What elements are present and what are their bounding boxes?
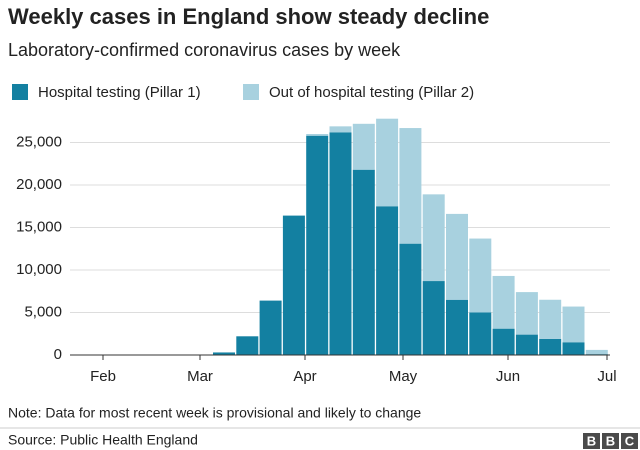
logo-box [602,433,619,449]
y-tick-label: 0 [54,346,62,363]
bar-segment [515,292,538,335]
chart-title: Weekly cases in England show steady decl… [8,4,489,29]
legend-label: Hospital testing (Pillar 1) [38,84,201,101]
bar-segment [399,243,422,355]
chart-subtitle: Laboratory-confirmed coronavirus cases b… [8,40,401,60]
bar-segment [539,338,562,355]
bar-segment [446,213,468,300]
bar-segment [422,281,445,355]
logo-letter: C [625,433,635,448]
bar-segment [236,336,259,355]
bar-segment [306,134,329,136]
bar-segment [399,128,422,244]
bar-segment [352,169,375,355]
bar-segment [562,342,585,355]
y-tick-label: 20,000 [16,176,62,193]
bar-segment [515,334,538,355]
logo-box [621,433,638,449]
legend-label: Out of hospital testing (Pillar 2) [269,84,474,101]
bar-segment [259,300,282,355]
note: Note: Data for most recent week is provi… [8,405,421,421]
logo-letter: B [587,433,596,448]
bar-segment [585,349,608,355]
bar-segment [492,328,515,355]
bar-segment [282,215,305,355]
x-tick-label: Jun [496,368,520,385]
bar-segment [469,312,492,355]
x-tick-label: May [389,368,418,385]
bar-segment [352,123,375,170]
x-tick-label: Jul [597,368,616,385]
bar-segment [492,275,515,329]
bar-segment [469,238,492,313]
x-tick-label: Mar [187,368,213,385]
bar-segment [422,194,445,282]
bar-segment [376,206,399,355]
bar-segment [213,352,235,355]
y-tick-label: 15,000 [16,218,62,235]
bar-segment [306,135,329,355]
y-tick-label: 25,000 [16,133,62,150]
y-tick-label: 5,000 [24,303,62,320]
bar-segment [376,118,399,207]
bar-segment [329,126,352,133]
x-tick-label: Feb [90,368,116,385]
legend-swatch [243,84,259,100]
x-tick-label: Apr [293,368,316,385]
bar-segment [539,299,562,339]
bar-segment [329,132,352,355]
legend-swatch [12,84,28,100]
y-tick-label: 10,000 [16,261,62,278]
bar-segment [562,306,585,343]
logo-letter: B [606,433,615,448]
source: Source: Public Health England [8,432,198,448]
logo-box [583,433,600,449]
bar-segment [446,299,468,355]
